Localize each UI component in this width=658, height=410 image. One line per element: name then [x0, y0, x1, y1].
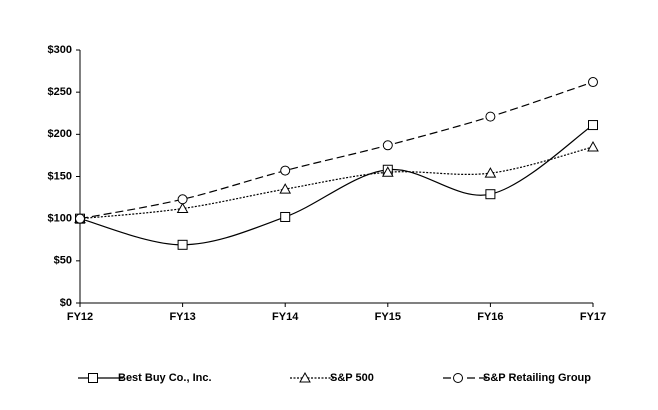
marker — [587, 140, 599, 152]
y-tick-label: $200 — [48, 128, 72, 140]
legend-label: S&P Retailing Group — [483, 372, 591, 384]
x-tick-label: FY17 — [580, 311, 606, 323]
marker — [381, 166, 394, 177]
x-tick-label: FY12 — [67, 311, 93, 323]
marker — [176, 202, 189, 214]
marker — [485, 189, 496, 200]
x-tick-label: FY13 — [169, 311, 195, 323]
legend-marker — [453, 373, 463, 383]
series-line — [79, 146, 594, 220]
y-tick-label: $300 — [48, 44, 72, 56]
marker — [177, 239, 188, 250]
marker — [279, 183, 292, 194]
marker — [75, 213, 85, 224]
y-tick-label: $250 — [48, 86, 72, 98]
marker — [588, 120, 598, 131]
legend-label: Best Buy Co., Inc. — [118, 372, 212, 384]
marker — [280, 211, 291, 222]
x-tick-label: FY14 — [272, 311, 299, 323]
marker — [588, 77, 598, 88]
y-tick-label: $150 — [48, 170, 72, 182]
legend-marker — [88, 373, 98, 383]
marker — [177, 194, 188, 205]
y-tick-label: $100 — [48, 213, 72, 225]
y-tick-label: $50 — [54, 255, 72, 267]
marker — [484, 167, 497, 178]
marker — [485, 111, 496, 122]
legend-marker — [299, 371, 311, 383]
y-tick-label: $0 — [60, 297, 72, 309]
marker — [280, 165, 291, 176]
x-tick-label: FY15 — [375, 311, 401, 323]
series-line — [79, 81, 594, 220]
series-line — [79, 124, 594, 246]
legend-label: S&P 500 — [330, 372, 374, 384]
marker — [382, 140, 393, 151]
x-tick-label: FY16 — [477, 311, 503, 323]
